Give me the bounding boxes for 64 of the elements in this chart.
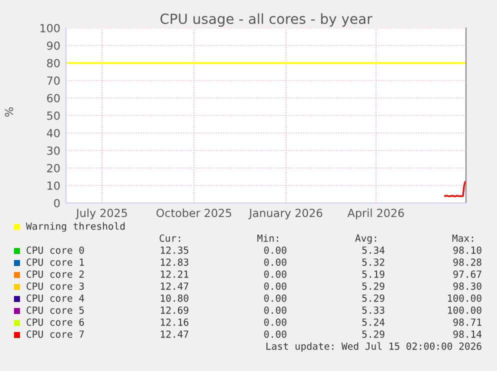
x-tick-label: July 2025 <box>76 208 127 220</box>
text: 100.00 <box>448 294 482 302</box>
text: 5.32 <box>362 258 384 266</box>
line-series <box>444 180 466 198</box>
text: 12.35 <box>160 246 188 254</box>
legend-label: CPU core 1 <box>26 258 84 266</box>
text: 5.29 <box>362 282 384 290</box>
text: 5.24 <box>362 318 385 326</box>
text: Last update: Wed Jul 15 02:00:00 2026 <box>266 342 482 352</box>
y-tick-label: 10 <box>48 181 60 190</box>
y-tick-label: 20 <box>47 164 60 172</box>
legend-label: CPU core 0 <box>26 246 84 254</box>
text: 98.14 <box>453 330 482 338</box>
text: 100.00 <box>448 306 482 314</box>
text: 0.00 <box>264 258 286 266</box>
text: 0.00 <box>264 306 286 314</box>
text: 5.29 <box>362 294 384 302</box>
text: 98.28 <box>453 258 482 266</box>
text: 0.00 <box>264 282 286 290</box>
text: 5.19 <box>362 270 384 278</box>
y-tick-label: 90 <box>47 41 60 50</box>
y-tick-label: 100 <box>40 24 60 32</box>
text: 0.00 <box>264 294 286 302</box>
x-tick-label: January 2026 <box>248 208 322 220</box>
y-axis-title: % <box>4 107 14 117</box>
y-tick-label: 60 <box>47 94 60 102</box>
legend-label: Warning threshold <box>26 222 125 232</box>
y-tick-label: 70 <box>47 76 60 85</box>
legend-label: CPU core 3 <box>26 282 84 290</box>
text: 12.47 <box>160 282 188 290</box>
text: 98.71 <box>453 318 482 326</box>
y-tick-label: 30 <box>47 146 60 155</box>
text: 5.34 <box>362 246 385 254</box>
text: 5.33 <box>362 306 384 314</box>
legend-label: CPU core 4 <box>26 294 84 302</box>
text: Cur: <box>160 234 180 242</box>
text: Avg: <box>355 234 376 244</box>
text: 12.16 <box>160 318 188 326</box>
text: 0.00 <box>264 330 286 338</box>
text: 12.21 <box>160 270 188 278</box>
text: 97.67 <box>453 270 482 278</box>
text: 0.00 <box>264 246 286 254</box>
text: 12.69 <box>160 306 188 314</box>
text: 98.10 <box>453 246 482 254</box>
legend-label: CPU core 5 <box>26 306 84 314</box>
text: 12.47 <box>160 330 188 338</box>
y-tick-label: 50 <box>47 111 60 120</box>
y-tick-label: 80 <box>47 58 60 68</box>
text: Min: <box>257 234 278 242</box>
chart-title: CPU usage - all cores - by year <box>160 13 372 27</box>
legend-label: CPU core 7 <box>26 330 84 338</box>
text: 5.29 <box>362 330 384 338</box>
legend-label: CPU core 6 <box>26 318 84 326</box>
text: 10.80 <box>160 294 188 302</box>
x-tick-label: October 2025 <box>156 208 232 218</box>
x-tick-label: April 2026 <box>347 208 404 220</box>
text: 12.83 <box>160 258 188 266</box>
text: Max: <box>452 234 474 242</box>
text: 98.30 <box>453 282 482 290</box>
y-tick-label: 40 <box>46 128 60 138</box>
y-tick-label: 0 <box>54 198 60 208</box>
legend-label: CPU core 2 <box>26 270 84 278</box>
text: 0.00 <box>264 318 286 326</box>
text: 0.00 <box>264 270 286 278</box>
